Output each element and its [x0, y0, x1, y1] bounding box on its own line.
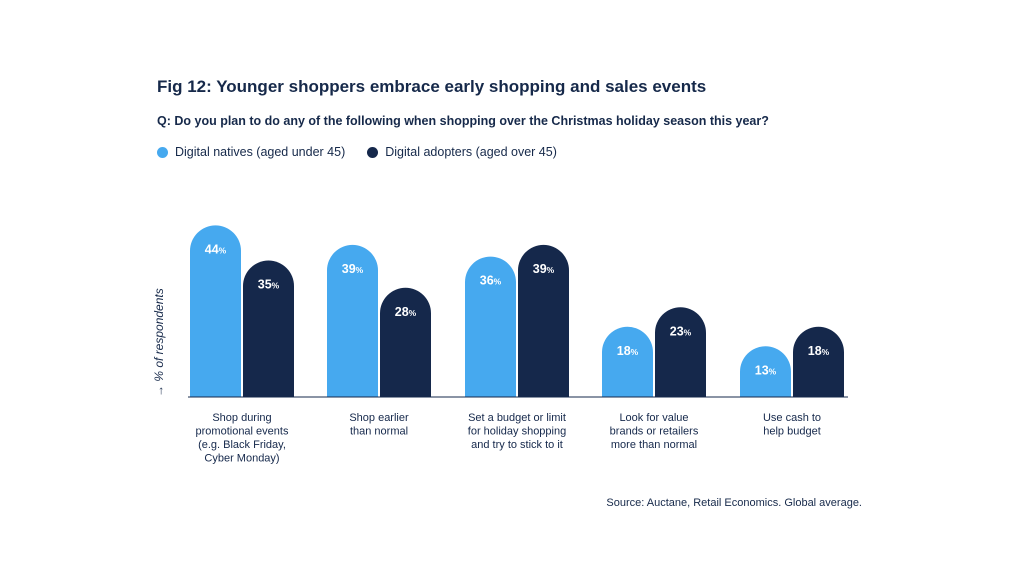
source-note: Source: Auctane, Retail Economics. Globa…	[606, 497, 862, 509]
legend-item-series-2: Digital adopters (aged over 45)	[367, 145, 557, 159]
bar-series-2-cat-4	[655, 307, 706, 397]
x-tick-label-5: Use cash to help budget	[763, 412, 821, 438]
bar-series-2-cat-3	[518, 244, 569, 397]
chart-title: Fig 12: Younger shoppers embrace early s…	[157, 77, 707, 96]
legend-label-series-1: Digital natives (aged under 45)	[175, 145, 346, 159]
x-tick-label-4: Look for value brands or retailers more th…	[610, 412, 699, 451]
bar-series-2-cat-5	[793, 326, 844, 397]
legend-item-series-1: Digital natives (aged under 45)	[157, 145, 345, 159]
legend-swatch-series-1	[157, 146, 168, 158]
bar-series-1-cat-3	[465, 256, 516, 397]
data-label-series-2-cat-5: 18%	[808, 344, 830, 358]
data-label-series-2-cat-1: 35%	[258, 278, 280, 292]
bar-series-1-cat-5	[740, 346, 791, 397]
bar-series-2-cat-2	[380, 287, 431, 397]
bar-series-2-cat-1	[243, 260, 294, 397]
data-label-series-2-cat-3: 39%	[533, 262, 555, 276]
data-label-series-2-cat-2: 28%	[395, 305, 417, 319]
x-tick-label-2: Shop earlier than normal	[349, 412, 409, 438]
data-label-series-1-cat-1: 44%	[205, 242, 227, 256]
data-label-series-2-cat-4: 23%	[670, 324, 692, 338]
chart-subtitle: Q: Do you plan to do any of the followin…	[157, 114, 769, 128]
data-label-series-1-cat-3: 36%	[480, 274, 502, 288]
x-tick-label-3: Set a budget or limit for holiday shoppin…	[468, 412, 566, 451]
bar-series-1-cat-4	[602, 326, 653, 397]
legend-label-series-2: Digital adopters (aged over 45)	[385, 145, 557, 159]
bar-series-1-cat-1	[190, 225, 241, 397]
legend: Digital natives (aged under 45) Digital …	[157, 145, 579, 159]
x-tick-label-1: Shop during promotional events (e.g. Black…	[196, 412, 289, 465]
data-label-series-1-cat-4: 18%	[617, 344, 639, 358]
legend-swatch-series-2	[367, 146, 379, 158]
bar-series-1-cat-2	[327, 244, 378, 397]
data-label-series-1-cat-5: 13%	[755, 363, 777, 377]
data-label-series-1-cat-2: 39%	[342, 262, 364, 276]
